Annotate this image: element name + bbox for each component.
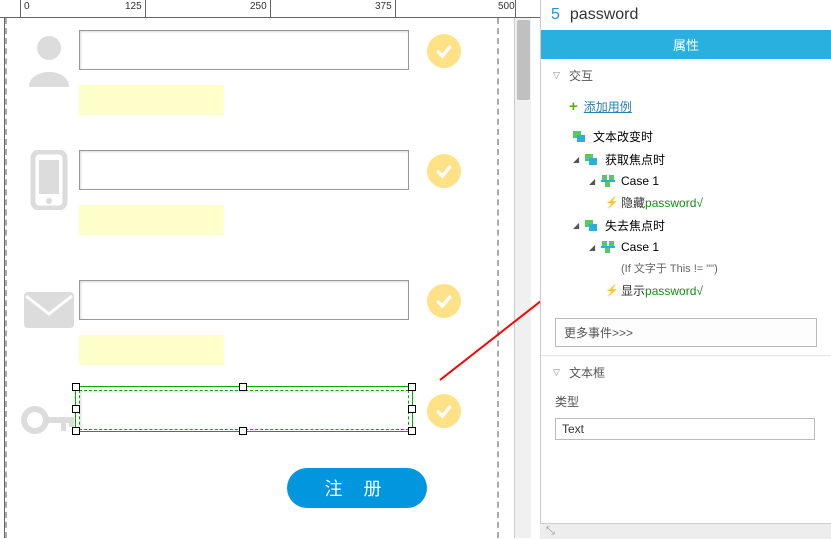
ruler-horizontal: 0 125 250 375 500 — [0, 0, 540, 18]
resize-handle[interactable] — [239, 383, 247, 391]
panel-resize-grip[interactable]: ⤡ — [540, 523, 831, 539]
interactions-tree: 文本改变时 ◢ 获取焦点时 ◢ Case 1 ⚡ 隐藏 password√ ◢ … — [541, 121, 831, 310]
ruler-mark: 125 — [125, 1, 142, 12]
section-interactions[interactable]: ▽ 交互 — [541, 59, 831, 92]
event-focus[interactable]: ◢ 获取焦点时 — [541, 148, 831, 171]
type-label: 类型 — [541, 389, 831, 414]
register-button[interactable]: 注 册 — [287, 468, 427, 508]
resize-handle[interactable] — [72, 383, 80, 391]
section-textbox[interactable]: ▽ 文本框 — [541, 356, 831, 389]
action-label: 显示 — [621, 282, 645, 299]
chevron-down-icon: ▽ — [553, 367, 563, 378]
expand-icon[interactable]: ◢ — [573, 155, 582, 164]
action-hide[interactable]: ⚡ 隐藏 password√ — [541, 191, 831, 214]
event-icon — [573, 131, 587, 143]
hint-box — [79, 335, 224, 365]
case-label: Case 1 — [621, 174, 659, 188]
expand-icon[interactable]: ◢ — [573, 221, 582, 230]
event-text-change[interactable]: 文本改变时 — [541, 125, 831, 148]
properties-tab[interactable]: 属性 — [541, 30, 831, 59]
event-icon — [585, 154, 599, 166]
more-events-button[interactable]: 更多事件>>> — [555, 318, 817, 347]
condition-label: (If 文字于 This != "") — [621, 260, 718, 276]
section-label: 交互 — [569, 67, 593, 84]
action-target: password√ — [645, 284, 703, 298]
action-show[interactable]: ⚡ 显示 password√ — [541, 279, 831, 302]
form-row-user — [19, 30, 461, 115]
properties-panel: 5 password 属性 ▽ 交互 + 添加用例 文本改变时 ◢ 获取焦点时 … — [540, 0, 831, 539]
ruler-mark: 0 — [24, 1, 30, 12]
ruler-mark: 250 — [250, 1, 267, 12]
action-target: password√ — [645, 196, 703, 210]
case-condition: (If 文字于 This != "") — [541, 257, 831, 279]
expand-icon[interactable]: ◢ — [589, 177, 598, 186]
email-icon — [19, 280, 79, 340]
case-icon — [601, 175, 615, 187]
expand-icon[interactable]: ◢ — [589, 243, 598, 252]
username-input[interactable] — [79, 30, 409, 70]
case-row[interactable]: ◢ Case 1 — [541, 237, 831, 257]
hint-box — [79, 85, 224, 115]
event-label: 文本改变时 — [593, 128, 653, 145]
check-icon — [427, 284, 461, 318]
resize-handle[interactable] — [72, 427, 80, 435]
check-icon — [427, 34, 461, 68]
phone-input[interactable] — [79, 150, 409, 190]
add-case-link[interactable]: + 添加用例 — [541, 92, 831, 121]
form-row-phone — [19, 150, 461, 235]
scroll-thumb[interactable] — [517, 20, 530, 100]
bolt-icon: ⚡ — [605, 284, 617, 297]
type-select[interactable]: Text — [555, 418, 815, 440]
form-row-email — [19, 280, 461, 365]
bolt-icon: ⚡ — [605, 196, 617, 209]
check-icon — [427, 394, 461, 428]
action-label: 隐藏 — [621, 194, 645, 211]
resize-handle[interactable] — [408, 427, 416, 435]
canvas-area: 0 125 250 375 500 — [0, 0, 540, 539]
element-name: password — [570, 6, 638, 24]
ruler-mark: 375 — [375, 1, 392, 12]
selection-outline — [75, 386, 413, 432]
resize-handle[interactable] — [408, 383, 416, 391]
ruler-mark: 500 — [498, 1, 515, 12]
resize-handle[interactable] — [239, 427, 247, 435]
phone-icon — [19, 150, 79, 210]
element-index: 5 — [551, 6, 560, 24]
event-blur[interactable]: ◢ 失去焦点时 — [541, 214, 831, 237]
event-label: 失去焦点时 — [605, 217, 665, 234]
user-icon — [19, 30, 79, 90]
form-row-password — [19, 390, 461, 450]
chevron-down-icon: ▽ — [553, 70, 563, 81]
plus-icon: + — [569, 98, 578, 115]
email-input[interactable] — [79, 280, 409, 320]
event-icon — [585, 220, 599, 232]
case-label: Case 1 — [621, 240, 659, 254]
add-case-label: 添加用例 — [584, 98, 632, 115]
section-label: 文本框 — [569, 364, 605, 381]
event-label: 获取焦点时 — [605, 151, 665, 168]
check-icon — [427, 154, 461, 188]
hint-box — [79, 205, 224, 235]
scrollbar-vertical[interactable]: ▲ — [514, 18, 531, 538]
resize-handle[interactable] — [408, 405, 416, 413]
case-row[interactable]: ◢ Case 1 — [541, 171, 831, 191]
key-icon — [19, 390, 79, 450]
resize-handle[interactable] — [72, 405, 80, 413]
design-surface[interactable]: 注 册 — [5, 18, 515, 538]
element-header: 5 password — [541, 0, 831, 30]
case-icon — [601, 241, 615, 253]
